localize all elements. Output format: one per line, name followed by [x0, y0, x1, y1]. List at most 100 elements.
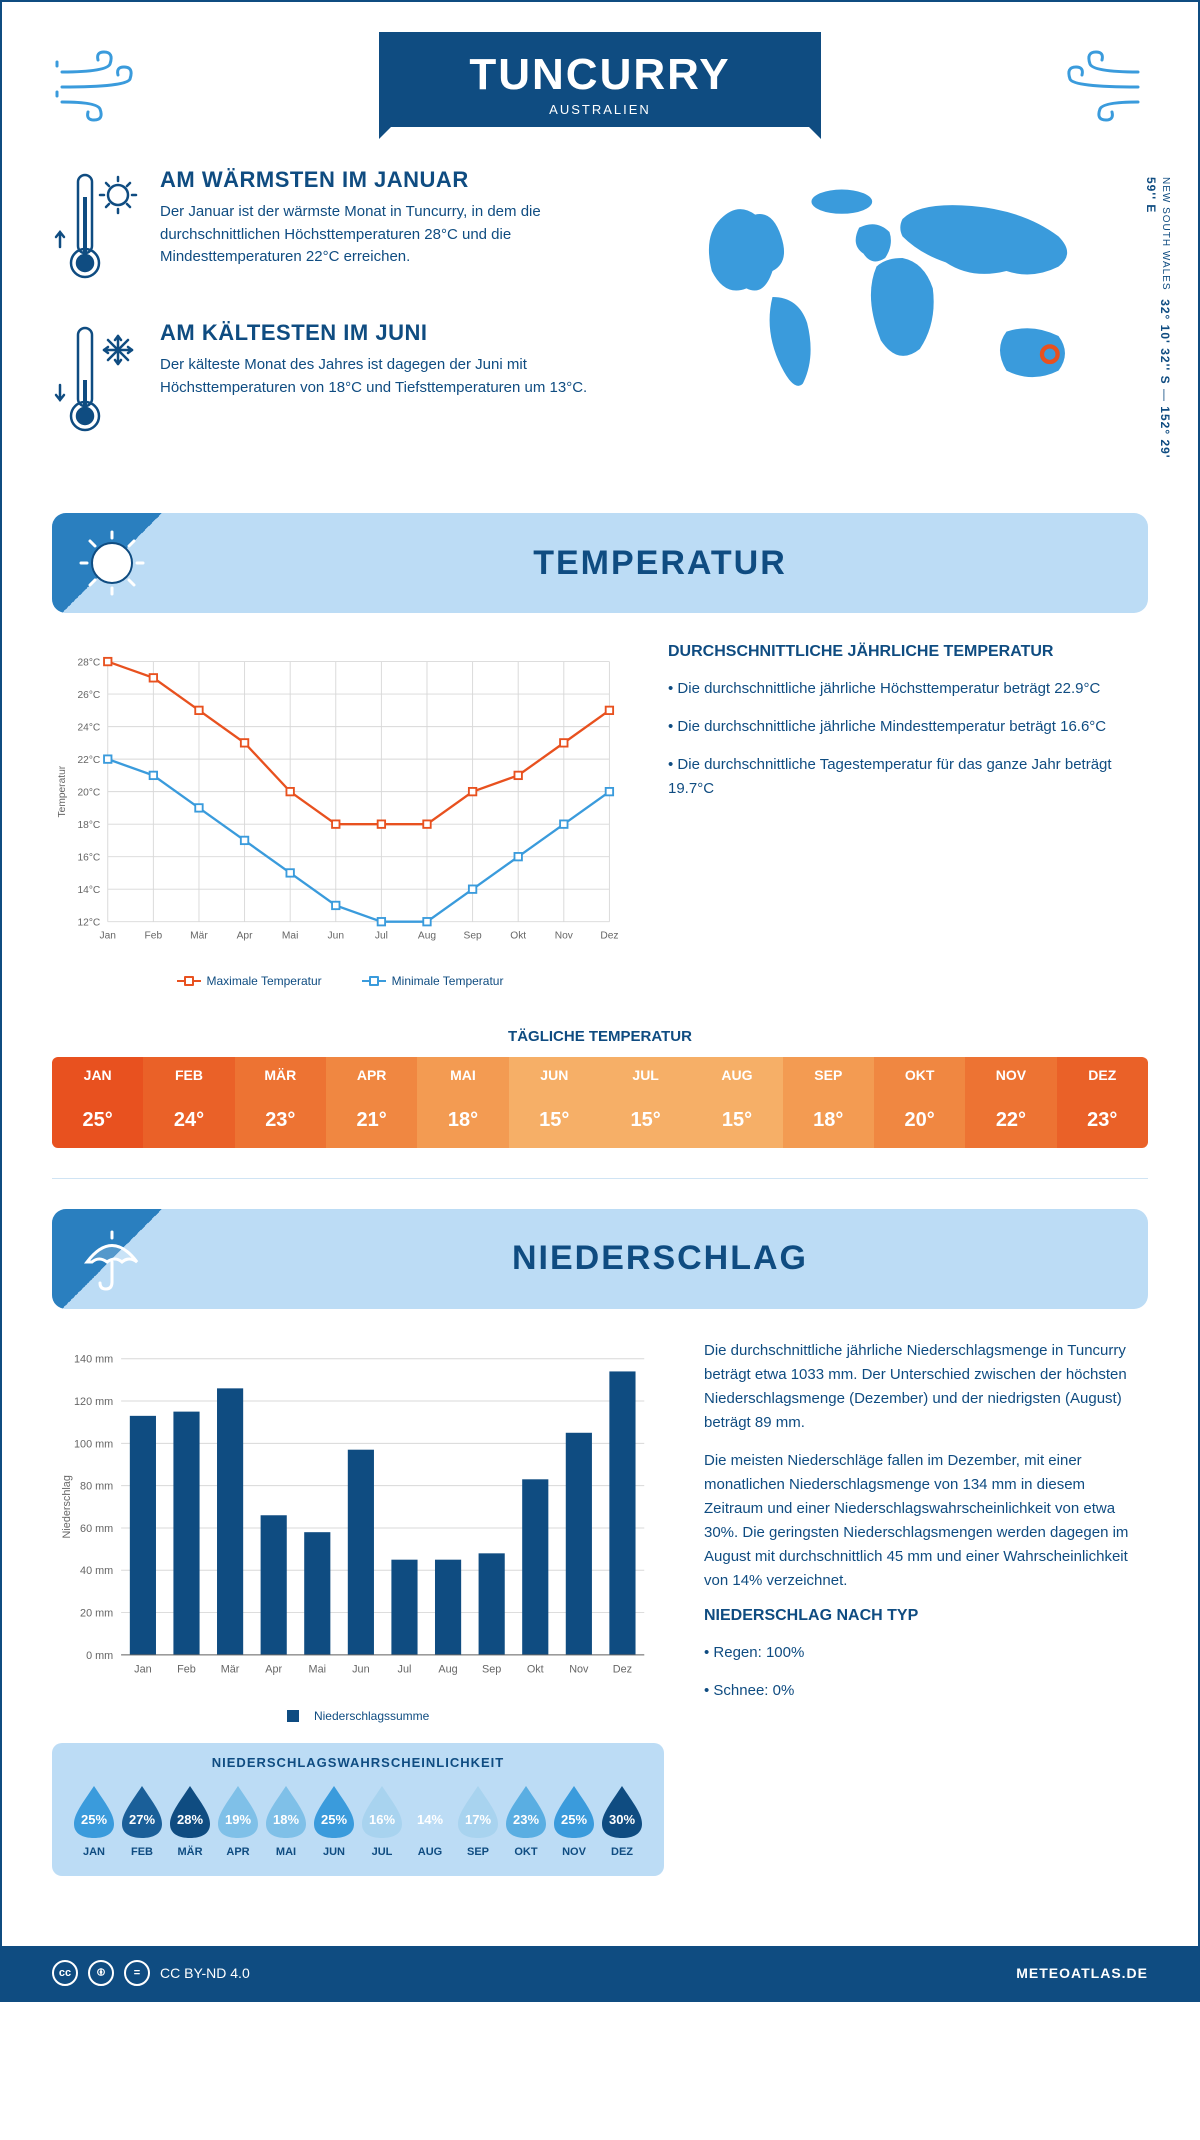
svg-text:Mär: Mär: [221, 1663, 240, 1675]
region-label: NEW SOUTH WALES: [1160, 177, 1171, 291]
drop-icon: 14%: [406, 1782, 454, 1840]
svg-text:16°C: 16°C: [78, 852, 101, 863]
daily-value: 18°: [417, 1093, 508, 1148]
daily-month: JAN: [52, 1057, 143, 1093]
svg-text:20°C: 20°C: [78, 787, 101, 798]
daily-month: AUG: [691, 1057, 782, 1093]
fact-cold-text: Der kälteste Monat des Jahres ist dagege…: [160, 354, 610, 399]
temperature-side-title: DURCHSCHNITTLICHE JÄHRLICHE TEMPERATUR: [668, 643, 1148, 661]
drop-icon: 19%: [214, 1782, 262, 1840]
cc-icon: cc: [52, 1960, 78, 1986]
svg-text:Apr: Apr: [265, 1663, 282, 1675]
daily-column: DEZ23°: [1057, 1057, 1148, 1148]
daily-value: 18°: [783, 1093, 874, 1148]
brand-text: METEOATLAS.DE: [1016, 1965, 1148, 1981]
drop-icon: 27%: [118, 1782, 166, 1840]
daily-value: 23°: [235, 1093, 326, 1148]
precip-type-title: NIEDERSCHLAG NACH TYP: [704, 1607, 1148, 1625]
drop-month: AUG: [406, 1846, 454, 1858]
intro-section: AM WÄRMSTEN IM JANUAR Der Januar ist der…: [52, 167, 1148, 473]
thermometer-cold-icon: [52, 320, 142, 440]
daily-column: NOV22°: [965, 1057, 1056, 1148]
svg-text:Jul: Jul: [398, 1663, 412, 1675]
daily-temperature-title: TÄGLICHE TEMPERATUR: [52, 1028, 1148, 1045]
precip-legend-label: Niederschlagssumme: [314, 1709, 429, 1723]
drop-item: 17%SEP: [454, 1782, 502, 1858]
daily-column: AUG15°: [691, 1057, 782, 1148]
svg-text:Nov: Nov: [569, 1663, 589, 1675]
precip-type-bullet: • Regen: 100%: [704, 1641, 1148, 1665]
svg-text:Sep: Sep: [464, 930, 482, 941]
drop-item: 27% FEB: [118, 1782, 166, 1858]
daily-value: 24°: [143, 1093, 234, 1148]
svg-text:28%: 28%: [177, 1812, 203, 1827]
svg-text:Aug: Aug: [438, 1663, 457, 1675]
precip-legend: Niederschlagssumme: [52, 1709, 664, 1723]
svg-text:22°C: 22°C: [78, 755, 101, 766]
svg-text:14%: 14%: [417, 1812, 443, 1827]
svg-text:Jul: Jul: [375, 930, 388, 941]
svg-text:25%: 25%: [561, 1812, 587, 1827]
daily-month: JUL: [600, 1057, 691, 1093]
divider: [52, 1178, 1148, 1179]
svg-text:27%: 27%: [129, 1812, 155, 1827]
svg-text:Aug: Aug: [418, 930, 436, 941]
drop-icon: 18%: [262, 1782, 310, 1840]
drop-month: FEB: [118, 1846, 166, 1858]
license-text: CC BY-ND 4.0: [160, 1965, 250, 1981]
drop-month: JUL: [358, 1846, 406, 1858]
drop-item: 25%JAN: [70, 1782, 118, 1858]
drop-item: 23%OKT: [502, 1782, 550, 1858]
drop-item: 16%JUL: [358, 1782, 406, 1858]
daily-month: OKT: [874, 1057, 965, 1093]
svg-text:0 mm: 0 mm: [86, 1650, 113, 1662]
coordinates: NEW SOUTH WALES 32° 10' 32'' S — 152° 29…: [1144, 177, 1172, 473]
sun-icon: [77, 528, 147, 598]
drop-item: 25%JUN: [310, 1782, 358, 1858]
daily-value: 25°: [52, 1093, 143, 1148]
drop-item: 19%APR: [214, 1782, 262, 1858]
drop-icon: 28%: [166, 1782, 214, 1840]
svg-text:17%: 17%: [465, 1812, 491, 1827]
wind-icon-left: [52, 42, 172, 122]
drop-item: 28%MÄR: [166, 1782, 214, 1858]
svg-text:Temperatur: Temperatur: [57, 765, 68, 817]
title-ribbon: TUNCURRY AUSTRALIEN: [379, 32, 820, 127]
svg-text:Dez: Dez: [613, 1663, 632, 1675]
daily-column: OKT20°: [874, 1057, 965, 1148]
svg-text:Niederschlag: Niederschlag: [61, 1475, 73, 1538]
daily-month: NOV: [965, 1057, 1056, 1093]
drop-icon: 25%: [550, 1782, 598, 1840]
svg-text:Okt: Okt: [527, 1663, 544, 1675]
svg-text:Nov: Nov: [555, 930, 574, 941]
drop-icon: 30%: [598, 1782, 646, 1840]
legend-max-label: Maximale Temperatur: [207, 974, 322, 988]
temperature-bullet: • Die durchschnittliche jährliche Höchst…: [668, 677, 1148, 701]
header: TUNCURRY AUSTRALIEN: [52, 32, 1148, 127]
drop-month: MAI: [262, 1846, 310, 1858]
daily-month: MÄR: [235, 1057, 326, 1093]
daily-month: DEZ: [1057, 1057, 1148, 1093]
svg-text:140 mm: 140 mm: [74, 1354, 113, 1366]
temperature-title: TEMPERATUR: [172, 544, 1148, 583]
drop-item: 14% AUG: [406, 1782, 454, 1858]
svg-text:18%: 18%: [273, 1812, 299, 1827]
temperature-bullet: • Die durchschnittliche jährliche Mindes…: [668, 715, 1148, 739]
svg-text:60 mm: 60 mm: [80, 1523, 113, 1535]
svg-text:19%: 19%: [225, 1812, 251, 1827]
svg-text:25%: 25%: [321, 1812, 347, 1827]
svg-text:25%: 25%: [81, 1812, 107, 1827]
precip-text-1: Die durchschnittliche jährliche Niedersc…: [704, 1339, 1148, 1435]
legend-min-label: Minimale Temperatur: [392, 974, 504, 988]
svg-text:26°C: 26°C: [78, 690, 101, 701]
daily-column: JUL15°: [600, 1057, 691, 1148]
drop-month: NOV: [550, 1846, 598, 1858]
svg-text:Jan: Jan: [134, 1663, 151, 1675]
precip-prob-title: NIEDERSCHLAGSWAHRSCHEINLICHKEIT: [70, 1755, 646, 1770]
fact-warm: AM WÄRMSTEN IM JANUAR Der Januar ist der…: [52, 167, 610, 292]
precip-probability-box: NIEDERSCHLAGSWAHRSCHEINLICHKEIT 25%JAN27…: [52, 1743, 664, 1876]
temperature-body: 12°C14°C16°C18°C20°C22°C24°C26°C28°CJanF…: [52, 643, 1148, 988]
daily-month: JUN: [509, 1057, 600, 1093]
svg-text:Feb: Feb: [145, 930, 163, 941]
svg-text:Feb: Feb: [177, 1663, 196, 1675]
